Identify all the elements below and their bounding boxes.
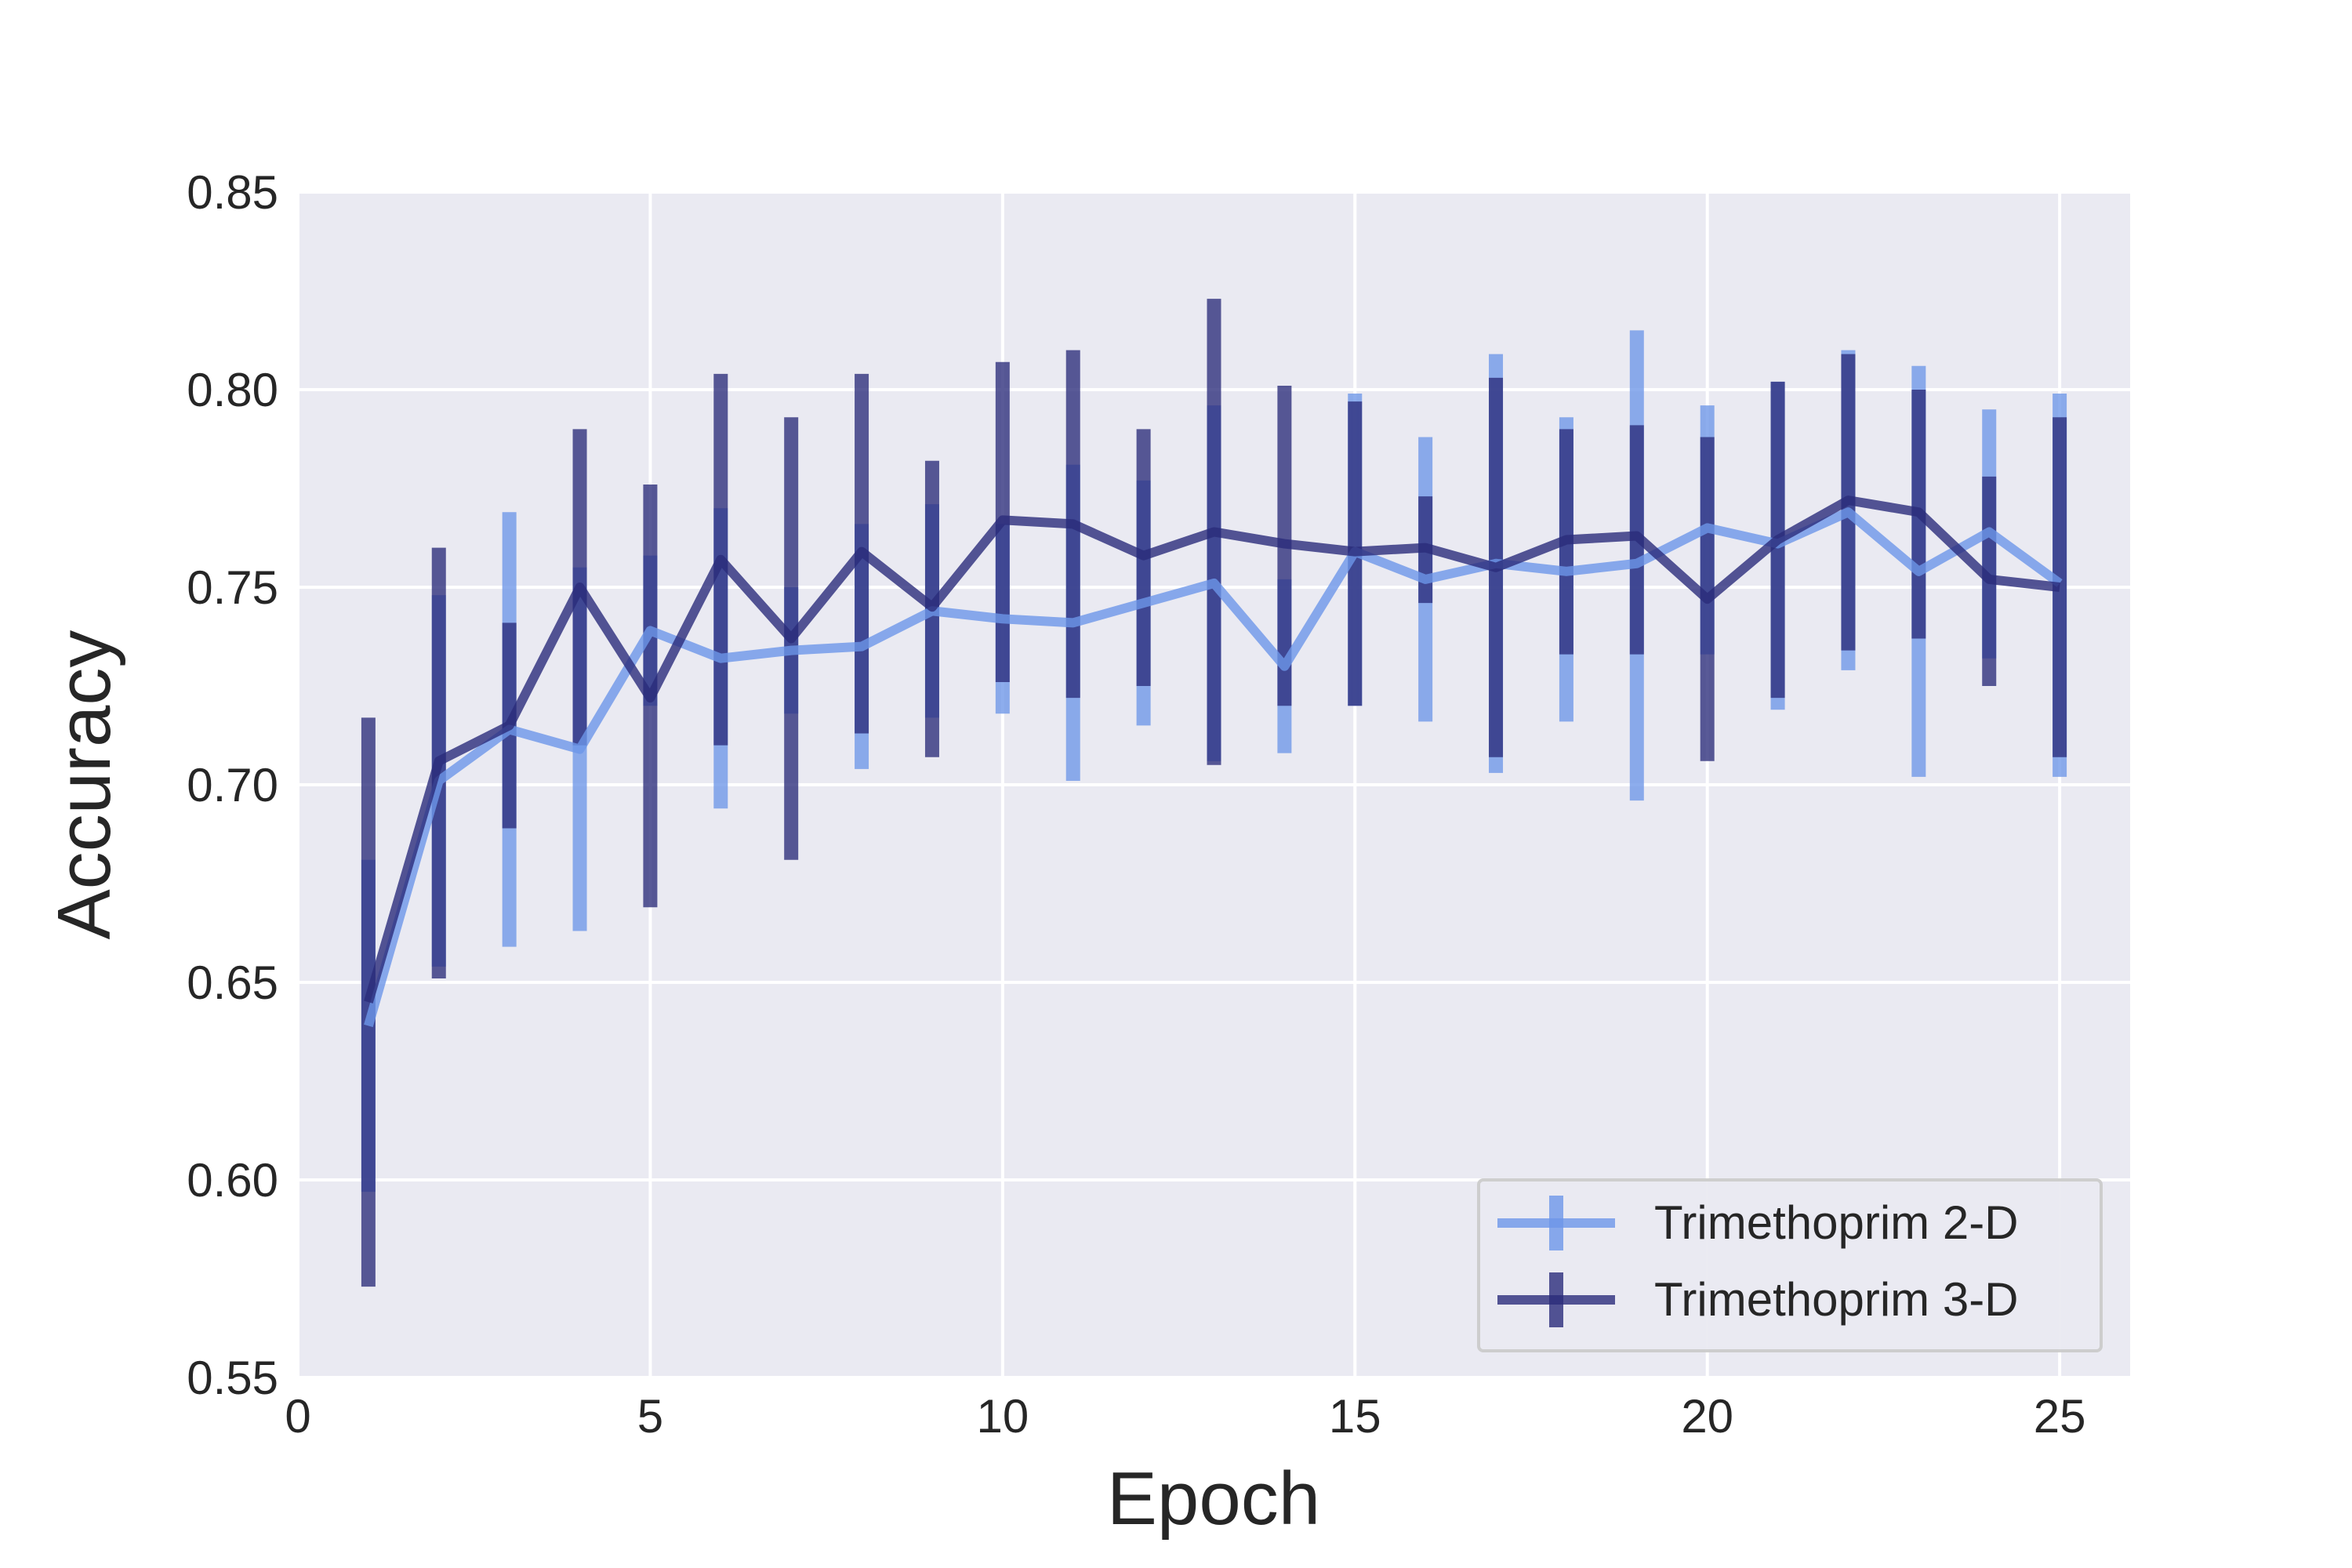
legend-label-3d: Trimethoprim 3-D	[1654, 1273, 2019, 1326]
y-tick-label: 0.55	[187, 1352, 278, 1404]
x-tick-label: 0	[285, 1390, 310, 1443]
y-tick-label: 0.75	[187, 561, 278, 614]
x-axis-title: Epoch	[1107, 1457, 1320, 1541]
x-tick-label: 10	[976, 1390, 1029, 1443]
series-line-3d	[364, 495, 2060, 1004]
legend-entry-2d: Trimethoprim 2-D	[1497, 1196, 2019, 1250]
y-tick-labels: 0.55 0.60 0.65 0.70 0.75 0.80 0.85	[187, 166, 278, 1404]
x-tick-label: 25	[2034, 1390, 2086, 1443]
y-tick-label: 0.60	[187, 1154, 278, 1207]
x-tick-labels: 0 5 10 15 20 25	[285, 1390, 2085, 1443]
x-tick-label: 20	[1681, 1390, 1733, 1443]
y-tick-label: 0.70	[187, 759, 278, 811]
x-tick-label: 15	[1329, 1390, 1381, 1443]
x-tick-label: 5	[637, 1390, 663, 1443]
legend-entry-3d: Trimethoprim 3-D	[1497, 1272, 2019, 1327]
y-tick-label: 0.80	[187, 364, 278, 416]
y-tick-label: 0.85	[187, 166, 278, 219]
legend-label-2d: Trimethoprim 2-D	[1654, 1196, 2019, 1249]
legend-box	[1477, 1178, 2103, 1352]
series-lines	[364, 495, 2063, 1028]
y-tick-label: 0.65	[187, 956, 278, 1009]
legend: Trimethoprim 2-D Trimethoprim 3-D	[1477, 1178, 2103, 1352]
y-axis-title: Accuracy	[42, 630, 126, 940]
